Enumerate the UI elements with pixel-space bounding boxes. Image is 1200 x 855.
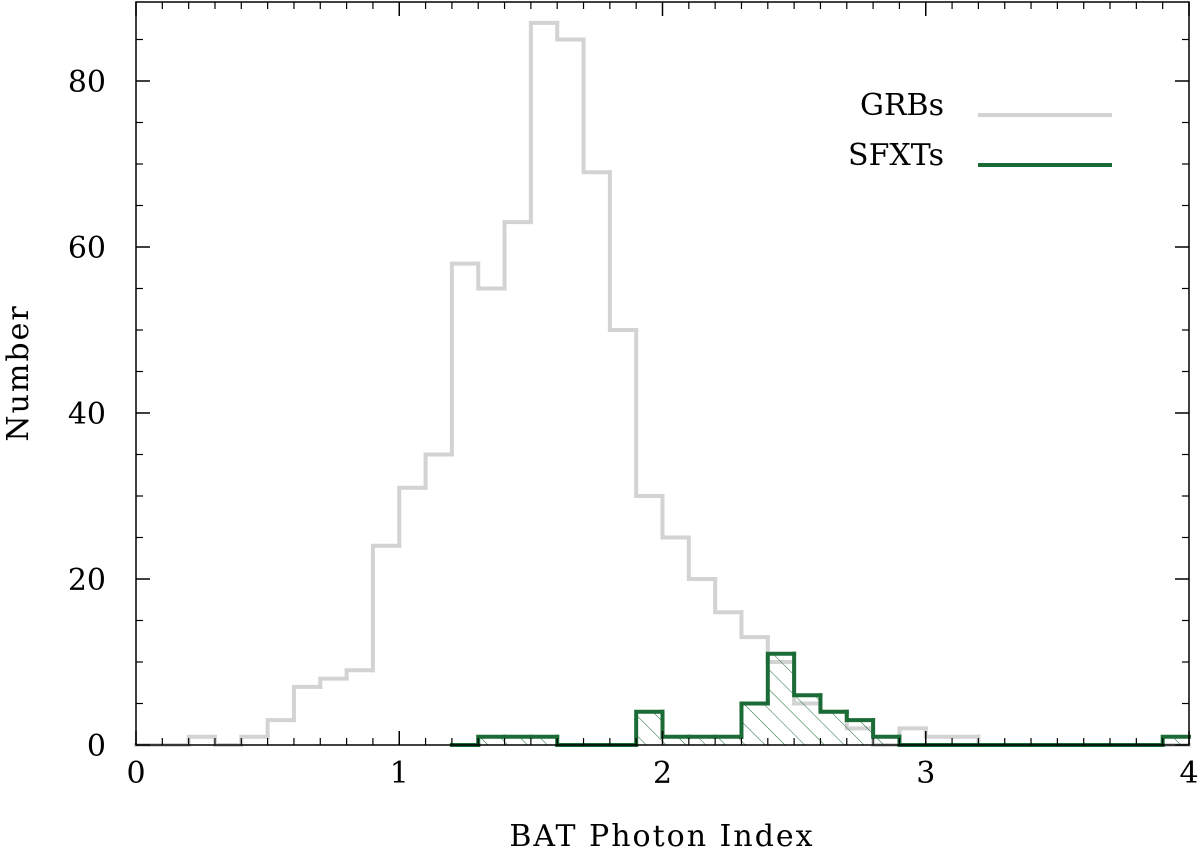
- sfxts-bar-fill: [478, 736, 505, 745]
- y-tick-label: 40: [68, 397, 106, 432]
- grbs-bin: [449, 261, 481, 457]
- series-sfxts: [449, 651, 1191, 747]
- sfxts-bar-fill: [715, 736, 742, 745]
- grbs-bin: [502, 220, 533, 291]
- x-tick-label: 1: [390, 756, 409, 791]
- sfxts-bar-fill: [767, 653, 795, 745]
- grbs-bin: [397, 485, 428, 548]
- sfxts-bin: [765, 651, 797, 706]
- sfxts-bar-fill: [873, 736, 900, 745]
- x-tick-label: 2: [653, 756, 672, 791]
- x-tick-label: 3: [916, 756, 935, 791]
- grbs-bin: [291, 684, 323, 723]
- sfxts-bar-fill: [662, 736, 689, 745]
- legend-label-sfxts: SFXTs: [848, 138, 944, 173]
- grbs-bin: [239, 734, 270, 747]
- sfxts-bar-fill: [504, 736, 531, 745]
- grbs-bin: [739, 610, 770, 640]
- y-tick-label: 20: [68, 563, 106, 598]
- legend: GRBs SFXTs: [848, 88, 1112, 173]
- y-tick-label: 60: [68, 231, 106, 266]
- x-tick-label: 4: [1179, 756, 1198, 791]
- sfxts-bar-fill: [846, 720, 874, 745]
- grbs-bin: [660, 494, 691, 540]
- grbs-bin: [344, 668, 375, 681]
- grbs-bin: [476, 261, 507, 291]
- series-layer: [134, 20, 1191, 747]
- grbs-bin: [634, 328, 665, 498]
- grbs-bin: [186, 734, 217, 747]
- sfxts-bin: [660, 709, 691, 739]
- grbs-bin: [713, 577, 744, 615]
- sfxts-bin: [818, 693, 849, 714]
- sfxts-bar-fill: [688, 736, 716, 745]
- y-tick-label: 80: [68, 65, 106, 100]
- grbs-bin: [897, 726, 928, 747]
- grbs-bin: [318, 676, 349, 689]
- sfxts-bin: [739, 701, 770, 739]
- grbs-bin: [686, 535, 718, 581]
- grbs-bin: [581, 37, 612, 175]
- grbs-bin: [607, 170, 639, 332]
- series-grbs: [134, 20, 1191, 747]
- sfxts-bar-fill: [530, 736, 558, 745]
- y-tick-label: 0: [87, 729, 106, 764]
- grbs-bin: [370, 543, 402, 673]
- sfxts-bar-fill: [741, 703, 768, 745]
- sfxts-bin: [844, 709, 876, 723]
- legend-label-grbs: GRBs: [860, 88, 944, 123]
- sfxts-bin: [555, 734, 586, 747]
- sfxts-bar-fill: [794, 695, 821, 745]
- grbs-bin: [212, 734, 244, 747]
- sfxts-bin: [871, 718, 902, 739]
- sfxts-bar-fill: [820, 711, 847, 745]
- grbs-bin: [528, 20, 560, 225]
- x-tick-label: 0: [126, 756, 145, 791]
- grbs-bin: [265, 718, 296, 739]
- grbs-bin: [555, 20, 586, 42]
- x-axis-title: BAT Photon Index: [509, 819, 814, 854]
- grbs-bin: [423, 452, 454, 490]
- sfxts-bar-fill: [1162, 736, 1189, 745]
- sfxts-bar-fill: [636, 711, 663, 745]
- y-axis-title: Number: [1, 304, 36, 441]
- sfxts-bin: [897, 734, 928, 747]
- sfxts-bin: [792, 651, 823, 698]
- grbs-bin: [923, 726, 955, 739]
